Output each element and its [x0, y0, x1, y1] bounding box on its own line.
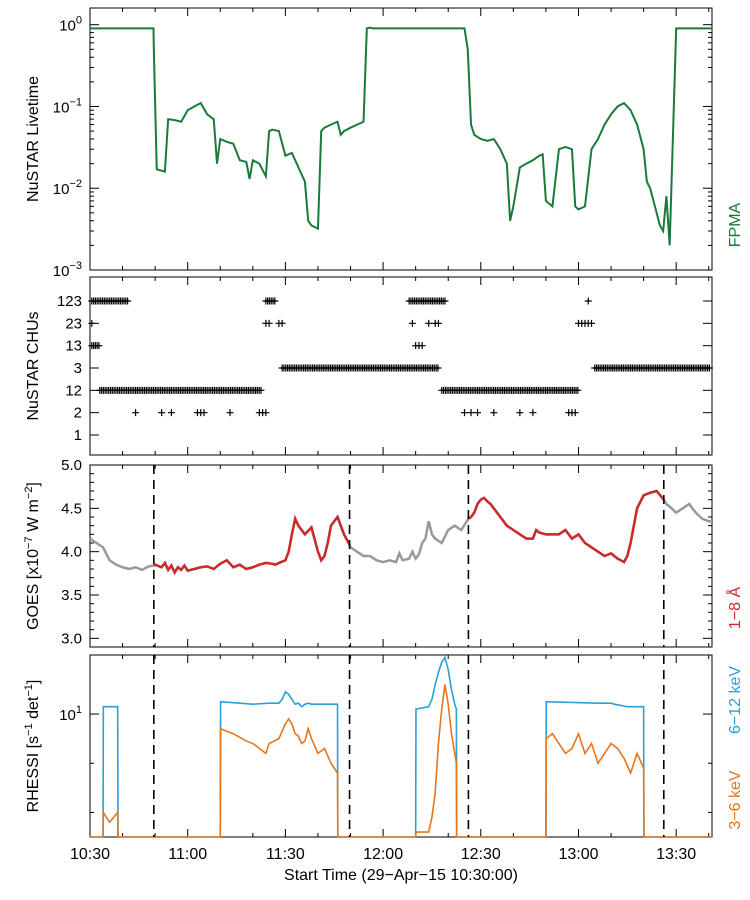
chu-mark — [95, 342, 103, 350]
chu-mark — [124, 297, 132, 305]
goes-y-tick-label: 5.0 — [61, 457, 82, 474]
panel-rhessi: 101 RHESSI [s−1 det−1] 6−12 keV 3−6 keV — [23, 654, 744, 838]
panel-goes: 3.0 3.5 4.0 4.5 5.0 GOES [x10−7 W m−2] 1−8 Å — [23, 457, 744, 648]
panel-chus-frame — [89, 276, 713, 456]
chu-mark — [516, 409, 524, 417]
chu-mark — [571, 409, 579, 417]
chus-y-tick-label: 123 — [57, 293, 82, 310]
rhessi-series-6-12-kev — [90, 655, 712, 838]
chu-mark — [226, 409, 234, 417]
panel-rhessi-frame — [89, 654, 713, 838]
rhessi-legend-6-12-kev: 6−12 keV — [727, 666, 744, 734]
livetime-y-tick-label: 10−3 — [53, 260, 82, 280]
chu-mark — [158, 409, 166, 417]
livetime-y-label: NuSTAR Livetime — [25, 76, 42, 202]
chu-mark — [584, 297, 592, 305]
chus-y-label: NuSTAR CHUs — [25, 311, 42, 420]
chu-mark — [167, 409, 175, 417]
rhessi-legend-3-6-kev: 3−6 keV — [727, 770, 744, 829]
goes-y-tick-label: 4.0 — [61, 544, 82, 561]
chu-mark — [434, 364, 442, 372]
chu-mark — [588, 319, 596, 327]
chu-mark — [705, 364, 713, 372]
chu-mark — [418, 342, 426, 350]
x-tick-label: 11:00 — [168, 846, 207, 863]
chu-mark — [408, 319, 416, 327]
livetime-legend-fpma: FPMA — [727, 202, 744, 247]
chu-mark — [132, 409, 140, 417]
chus-y-tick-label: 1 — [74, 427, 82, 444]
rhessi-y-tick-label: 101 — [59, 704, 82, 724]
chu-mark — [434, 319, 442, 327]
chus-y-tick-label: 23 — [65, 315, 82, 332]
chu-mark — [262, 409, 270, 417]
x-tick-label: 13:30 — [656, 846, 696, 863]
goes-y-tick-label: 4.5 — [61, 500, 82, 517]
x-tick-label: 12:30 — [461, 846, 501, 863]
chu-mark — [257, 386, 265, 394]
rhessi-series-3-6-kev — [90, 684, 712, 838]
x-tick-label: 11:30 — [266, 846, 305, 863]
chu-mark — [441, 297, 449, 305]
chus-y-tick-label: 12 — [65, 382, 82, 399]
goes-legend-1-8-angstrom: 1−8 Å — [725, 587, 744, 630]
chu-mark — [265, 319, 273, 327]
chu-mark — [461, 409, 469, 417]
chu-mark — [88, 319, 96, 327]
goes-y-tick-label: 3.0 — [61, 630, 82, 647]
livetime-y-tick-label: 10−1 — [53, 96, 82, 116]
chu-mark — [271, 297, 279, 305]
goes-series-line-red — [467, 489, 665, 564]
chu-mark — [278, 319, 286, 327]
chus-y-tick-label: 13 — [65, 338, 82, 355]
chu-mark — [490, 409, 498, 417]
goes-y-label: GOES [x10−7 W m−2] — [23, 482, 42, 630]
chus-y-tick-label: 2 — [74, 405, 82, 422]
goes-series-line-red — [153, 514, 351, 576]
x-axis-label: Start Time (29−Apr−15 10:30:00) — [284, 867, 518, 884]
panel-livetime: 100 10−1 10−2 10−3 NuSTAR Livetime FPMA — [25, 7, 744, 280]
livetime-y-tick-label: 10−2 — [53, 178, 82, 198]
x-tick-label: 10:30 — [70, 846, 110, 863]
chu-mark — [474, 409, 482, 417]
livetime-series-line — [90, 26, 712, 246]
x-tick-label: 12:00 — [363, 846, 403, 863]
panel-goes-frame — [89, 464, 713, 648]
chu-mark — [425, 319, 433, 327]
chu-mark — [574, 386, 582, 394]
goes-y-tick-label: 3.5 — [61, 587, 82, 604]
chus-y-tick-label: 3 — [74, 360, 82, 377]
panel-livetime-frame — [89, 7, 713, 271]
chu-mark — [467, 409, 475, 417]
rhessi-y-label: RHESSI [s−1 det−1] — [23, 680, 42, 813]
chu-mark — [200, 409, 208, 417]
chu-mark — [529, 409, 537, 417]
x-tick-label: 13:00 — [558, 846, 598, 863]
livetime-y-tick-label: 100 — [59, 15, 82, 35]
